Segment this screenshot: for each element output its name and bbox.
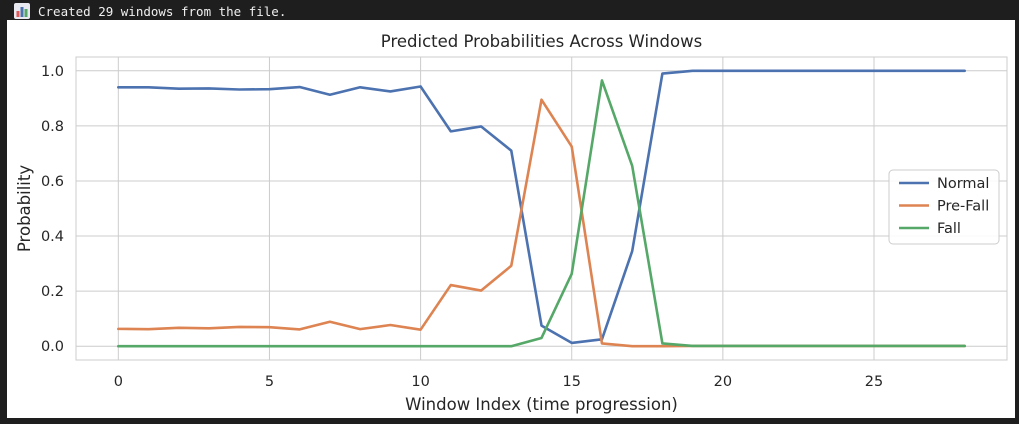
y-axis-label: Probability (15, 165, 34, 252)
bar-chart-icon (14, 3, 30, 19)
probability-line-chart: 0 5 10 15 20 25 0.0 0.2 0.4 0.6 0.8 1.0 Predicted … (15, 32, 1008, 414)
output-log-line: Created 29 windows from the file. (14, 1, 286, 21)
series-lines (117, 69, 966, 348)
y-tick-label: 0.0 (41, 339, 64, 355)
log-message: Created 29 windows from the file. (38, 3, 287, 19)
y-tick-label: 0.2 (41, 284, 64, 300)
chart-title: Predicted Probabilities Across Windows (381, 32, 702, 51)
x-tick-label: 0 (114, 374, 123, 390)
x-tick-label: 5 (265, 374, 274, 390)
x-axis-label: Window Index (time progression) (405, 395, 678, 414)
x-tick-label: 15 (563, 374, 581, 390)
plot-area-frame (75, 56, 1008, 361)
y-axis-ticks: 0.0 0.2 0.4 0.6 0.8 1.0 (41, 64, 64, 355)
x-tick-label: 25 (865, 374, 883, 390)
legend-label: Fall (937, 221, 961, 237)
legend-label: Normal (937, 176, 989, 192)
y-tick-label: 0.6 (41, 174, 64, 190)
x-axis-ticks: 0 5 10 15 20 25 (114, 374, 884, 390)
legend-label: Pre-Fall (937, 199, 989, 215)
legend: Normal Pre-Fall Fall (888, 169, 1000, 245)
series-line-pre-fall (117, 98, 966, 348)
y-tick-label: 0.4 (41, 229, 64, 245)
x-tick-label: 10 (411, 374, 429, 390)
legend-box (888, 169, 1000, 245)
x-tick-label: 20 (714, 374, 732, 390)
series-line-normal (117, 69, 966, 345)
plot-panel: 0 5 10 15 20 25 0.0 0.2 0.4 0.6 0.8 1.0 Predicted … (7, 20, 1015, 418)
y-tick-label: 1.0 (41, 64, 64, 80)
series-line-fall (117, 79, 966, 348)
y-tick-label: 0.8 (41, 119, 64, 135)
